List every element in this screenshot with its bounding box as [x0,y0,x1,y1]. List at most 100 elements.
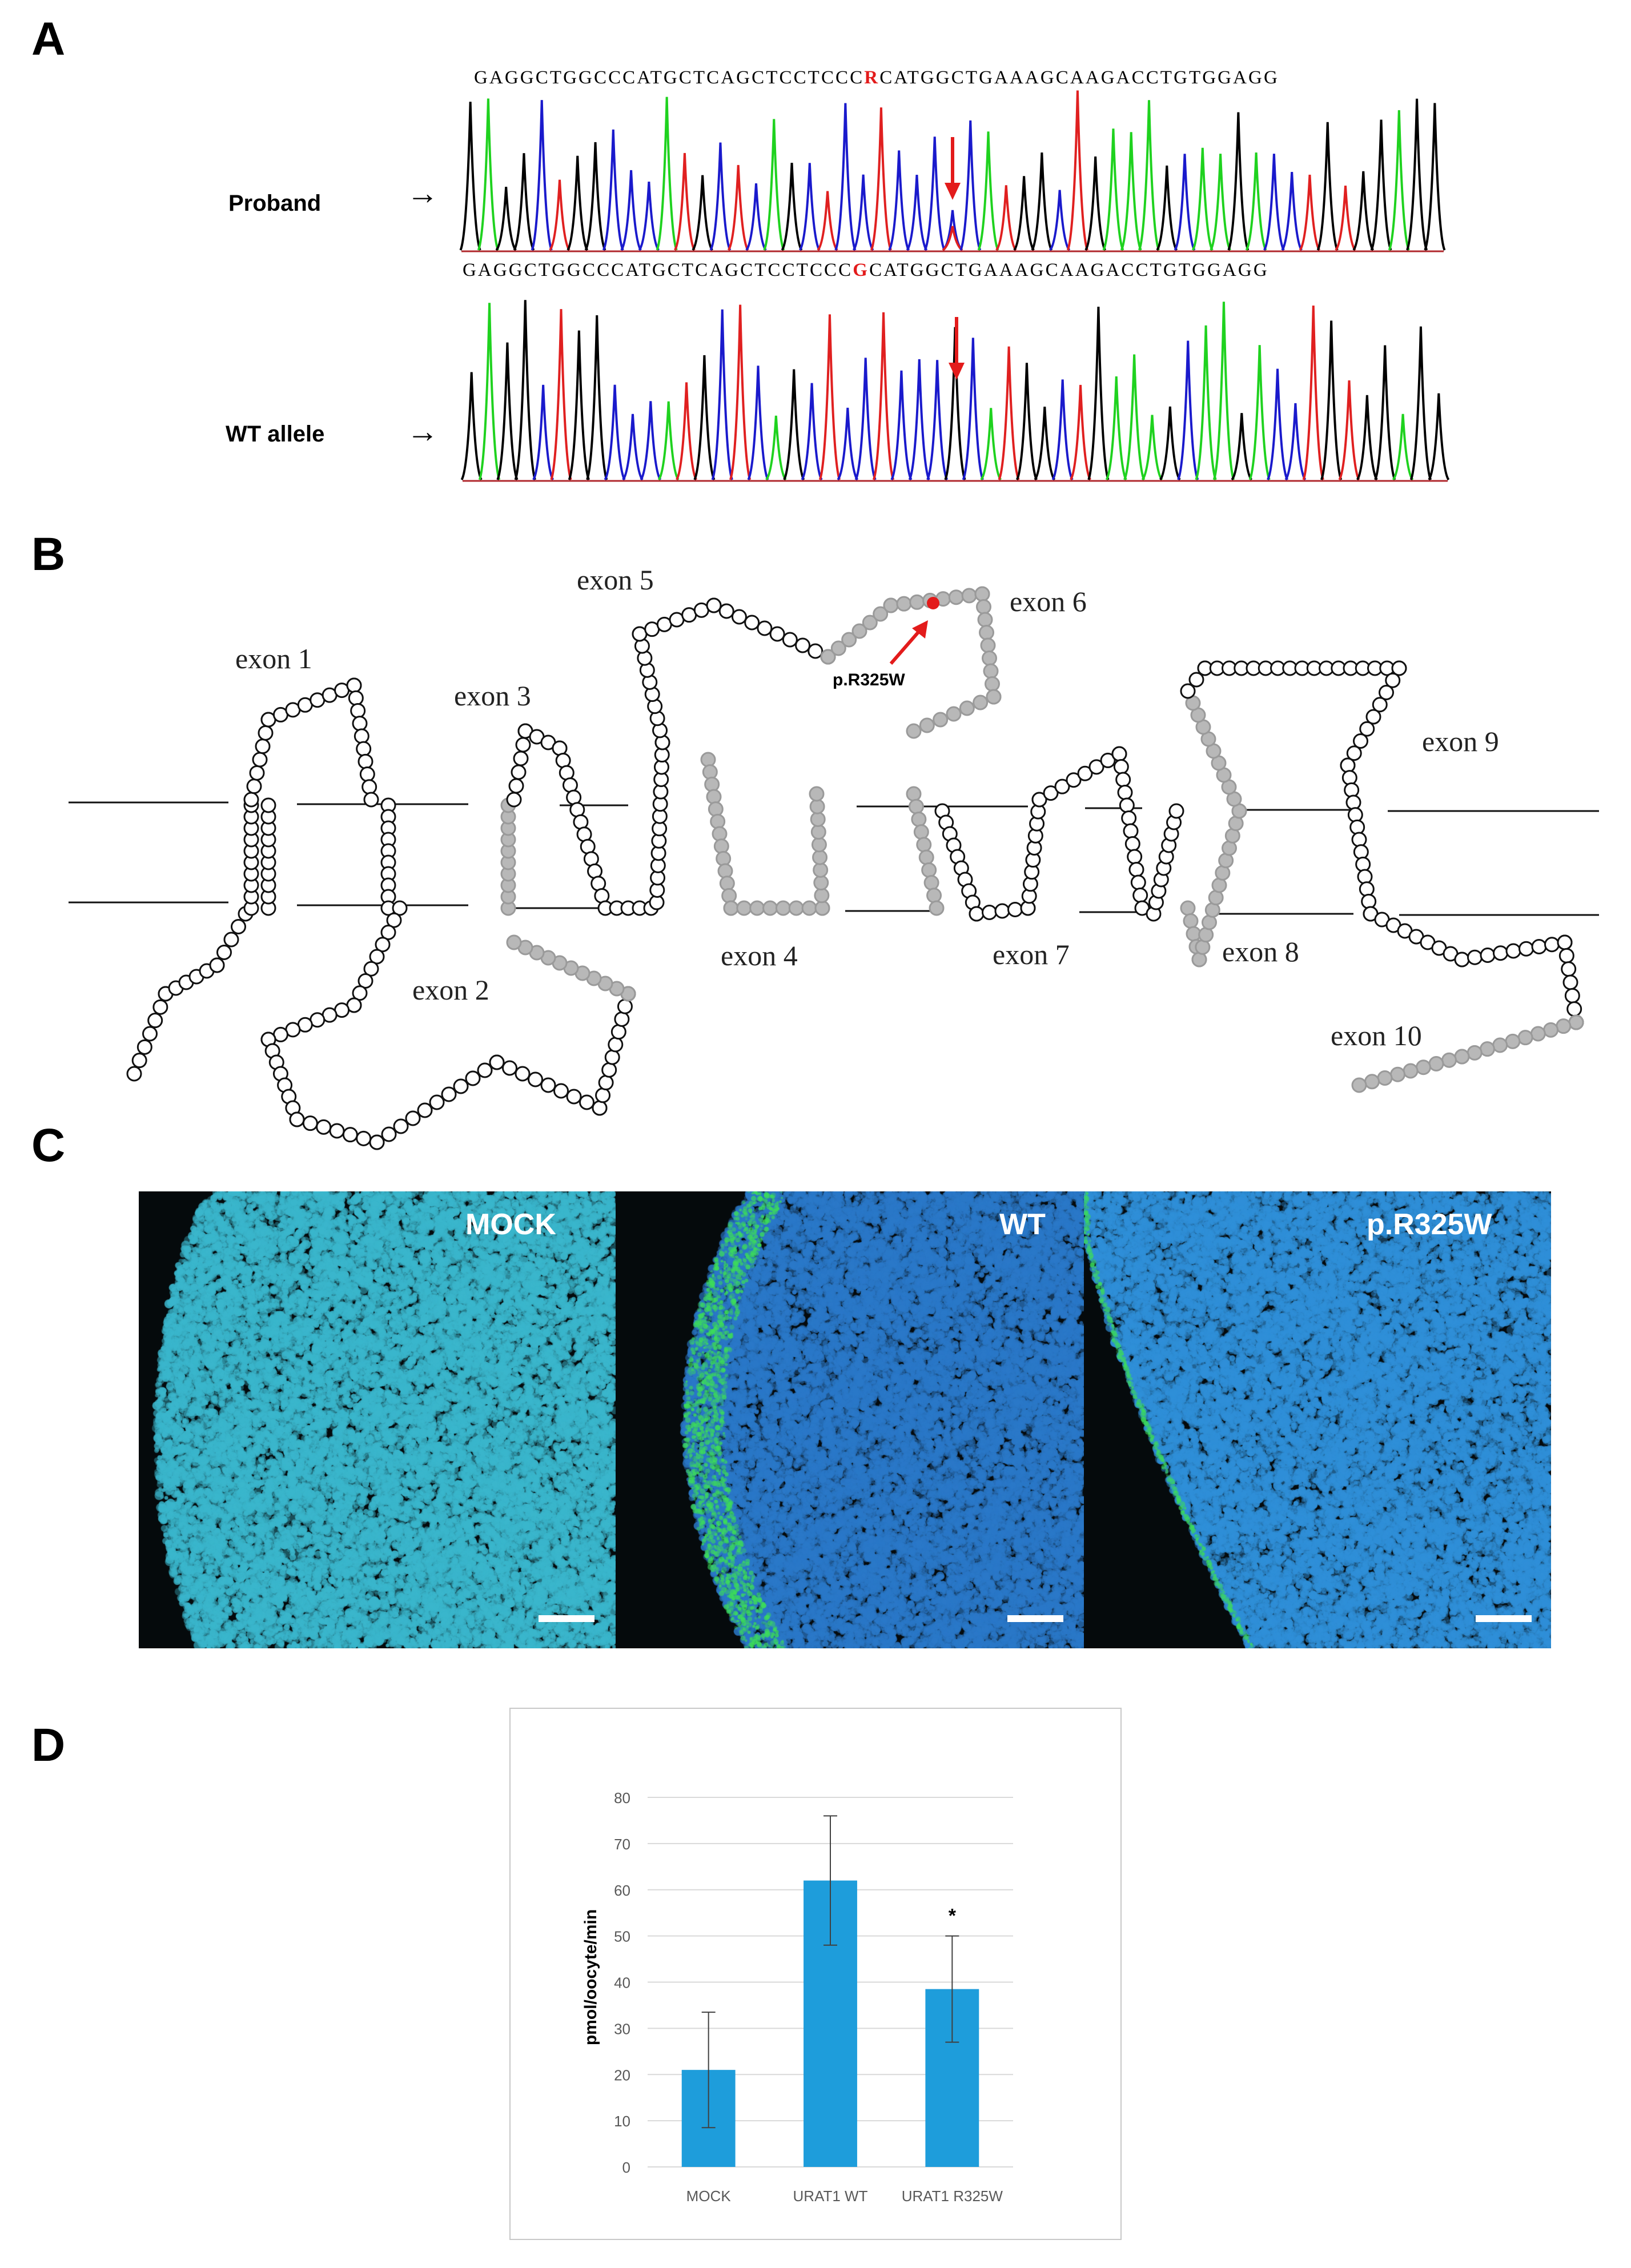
trace-peak [765,415,787,481]
amino-acid-bead [592,1100,608,1116]
amino-acid-bead [782,632,798,648]
trace-peak [1177,340,1199,480]
trace-peak [818,314,841,480]
amino-acid-bead [1480,948,1496,963]
amino-acid-bead [731,609,747,625]
trace-peak [657,401,680,481]
amino-acid-bead [357,973,373,989]
amino-acid-bead [1346,745,1362,761]
exon-10-label: exon 10 [1331,1019,1422,1051]
trace-peak [478,303,501,480]
amino-acid-bead [1066,772,1082,788]
trace-peak [888,150,910,251]
amino-acid-bead [131,1053,147,1069]
amino-acid-bead [1341,770,1357,786]
trace-peak [1013,176,1035,251]
trace-peak [1392,414,1414,481]
trace-peak [604,384,626,481]
amino-acid-bead [1379,685,1394,700]
amino-acid-bead [553,1083,569,1099]
trace-peak [727,164,749,251]
amino-acid-bead [1100,752,1116,768]
chromatogram-traces [459,90,1450,482]
y-tick-label: 50 [614,1928,630,1945]
amino-acid-bead [1344,782,1360,798]
amino-acid-bead [1564,988,1580,1003]
amino-acid-bead [814,888,830,904]
amino-acid-bead [976,599,991,615]
amino-acid-bead [946,706,962,722]
amino-acid-bead [820,649,836,665]
trace-peak [1281,171,1303,251]
mutation-label: p.R325W [833,671,905,689]
amino-acid-bead [1556,1018,1572,1034]
amino-acid-bead [353,728,369,744]
amino-acid-bead [716,850,732,866]
y-tick-label: 60 [614,1882,630,1899]
amino-acid-bead [1544,937,1560,953]
chart-y-ticks: 0 10 20 30 40 50 60 70 80 [614,1789,630,2176]
amino-acid-bead [749,900,765,916]
trace-peak [692,175,714,251]
trace-peak [1370,119,1392,251]
trace-peak [745,183,767,251]
amino-acid-bead [1403,1063,1419,1079]
amino-acid-bead [909,594,925,610]
amino-acid-bead [961,588,977,604]
trace-peak [676,382,698,481]
amino-acid-bead [1121,810,1137,826]
exon-6-label: exon 6 [1010,585,1087,617]
amino-acid-bead [1568,1014,1584,1030]
exon-3-label: exon 3 [454,680,531,712]
amino-acid-bead [489,1054,505,1070]
amino-acid-bead [809,786,825,802]
trace-peak [1174,154,1196,251]
amino-acid-bead [380,925,396,940]
amino-acid-bead [1359,721,1375,737]
proband-trace [459,90,1446,252]
amino-acid-bead [813,862,829,878]
amino-acid-bead [933,712,949,728]
trace-peak [460,372,483,481]
amino-acid-bead [809,798,825,814]
amino-acid-bead [1088,759,1104,775]
trace-peak [1034,407,1056,481]
amino-acid-bead [918,849,934,865]
amino-acid-bead [1180,900,1196,916]
amino-acid-bead [136,1039,152,1055]
amino-acid-bead [1204,902,1220,918]
amino-acid-bead [249,765,265,781]
amino-acid-bead [356,1130,372,1146]
y-tick-label: 30 [614,2020,630,2037]
amino-acid-bead [289,1111,305,1127]
amino-acid-bead [1566,1001,1582,1017]
amino-acid-bead [1188,672,1204,688]
trace-peak [1406,98,1428,251]
trace-peak [781,163,803,251]
amino-acid-bead [851,623,867,639]
micrograph-wt-image [616,1191,1084,1648]
amino-acid-bead [744,615,760,631]
amino-acid-bead [617,998,633,1014]
amino-acid-bead [429,1094,445,1110]
trace-peak [1428,393,1450,481]
amino-acid-bead [1115,772,1131,788]
amino-acid-bead [126,1066,142,1082]
chart-bars: * [681,1815,979,2167]
amino-acid-bead [706,789,722,805]
trace-peak [1070,384,1092,481]
amino-acid-bead [1111,746,1127,762]
amino-acid-bead [1202,914,1217,930]
wt-trace [460,300,1450,482]
trace-peak [567,155,589,251]
amino-acid-bead [929,900,945,916]
trace-peak [1141,415,1163,481]
amino-acid-bead [352,716,368,732]
amino-acid-bead [713,838,729,854]
trace-peak [977,131,999,251]
amino-acid-bead [1124,836,1140,852]
amino-acid-bead [1191,952,1207,968]
trace-peak [1266,368,1289,480]
amino-acid-bead [723,900,739,916]
trace-peak [872,312,895,480]
